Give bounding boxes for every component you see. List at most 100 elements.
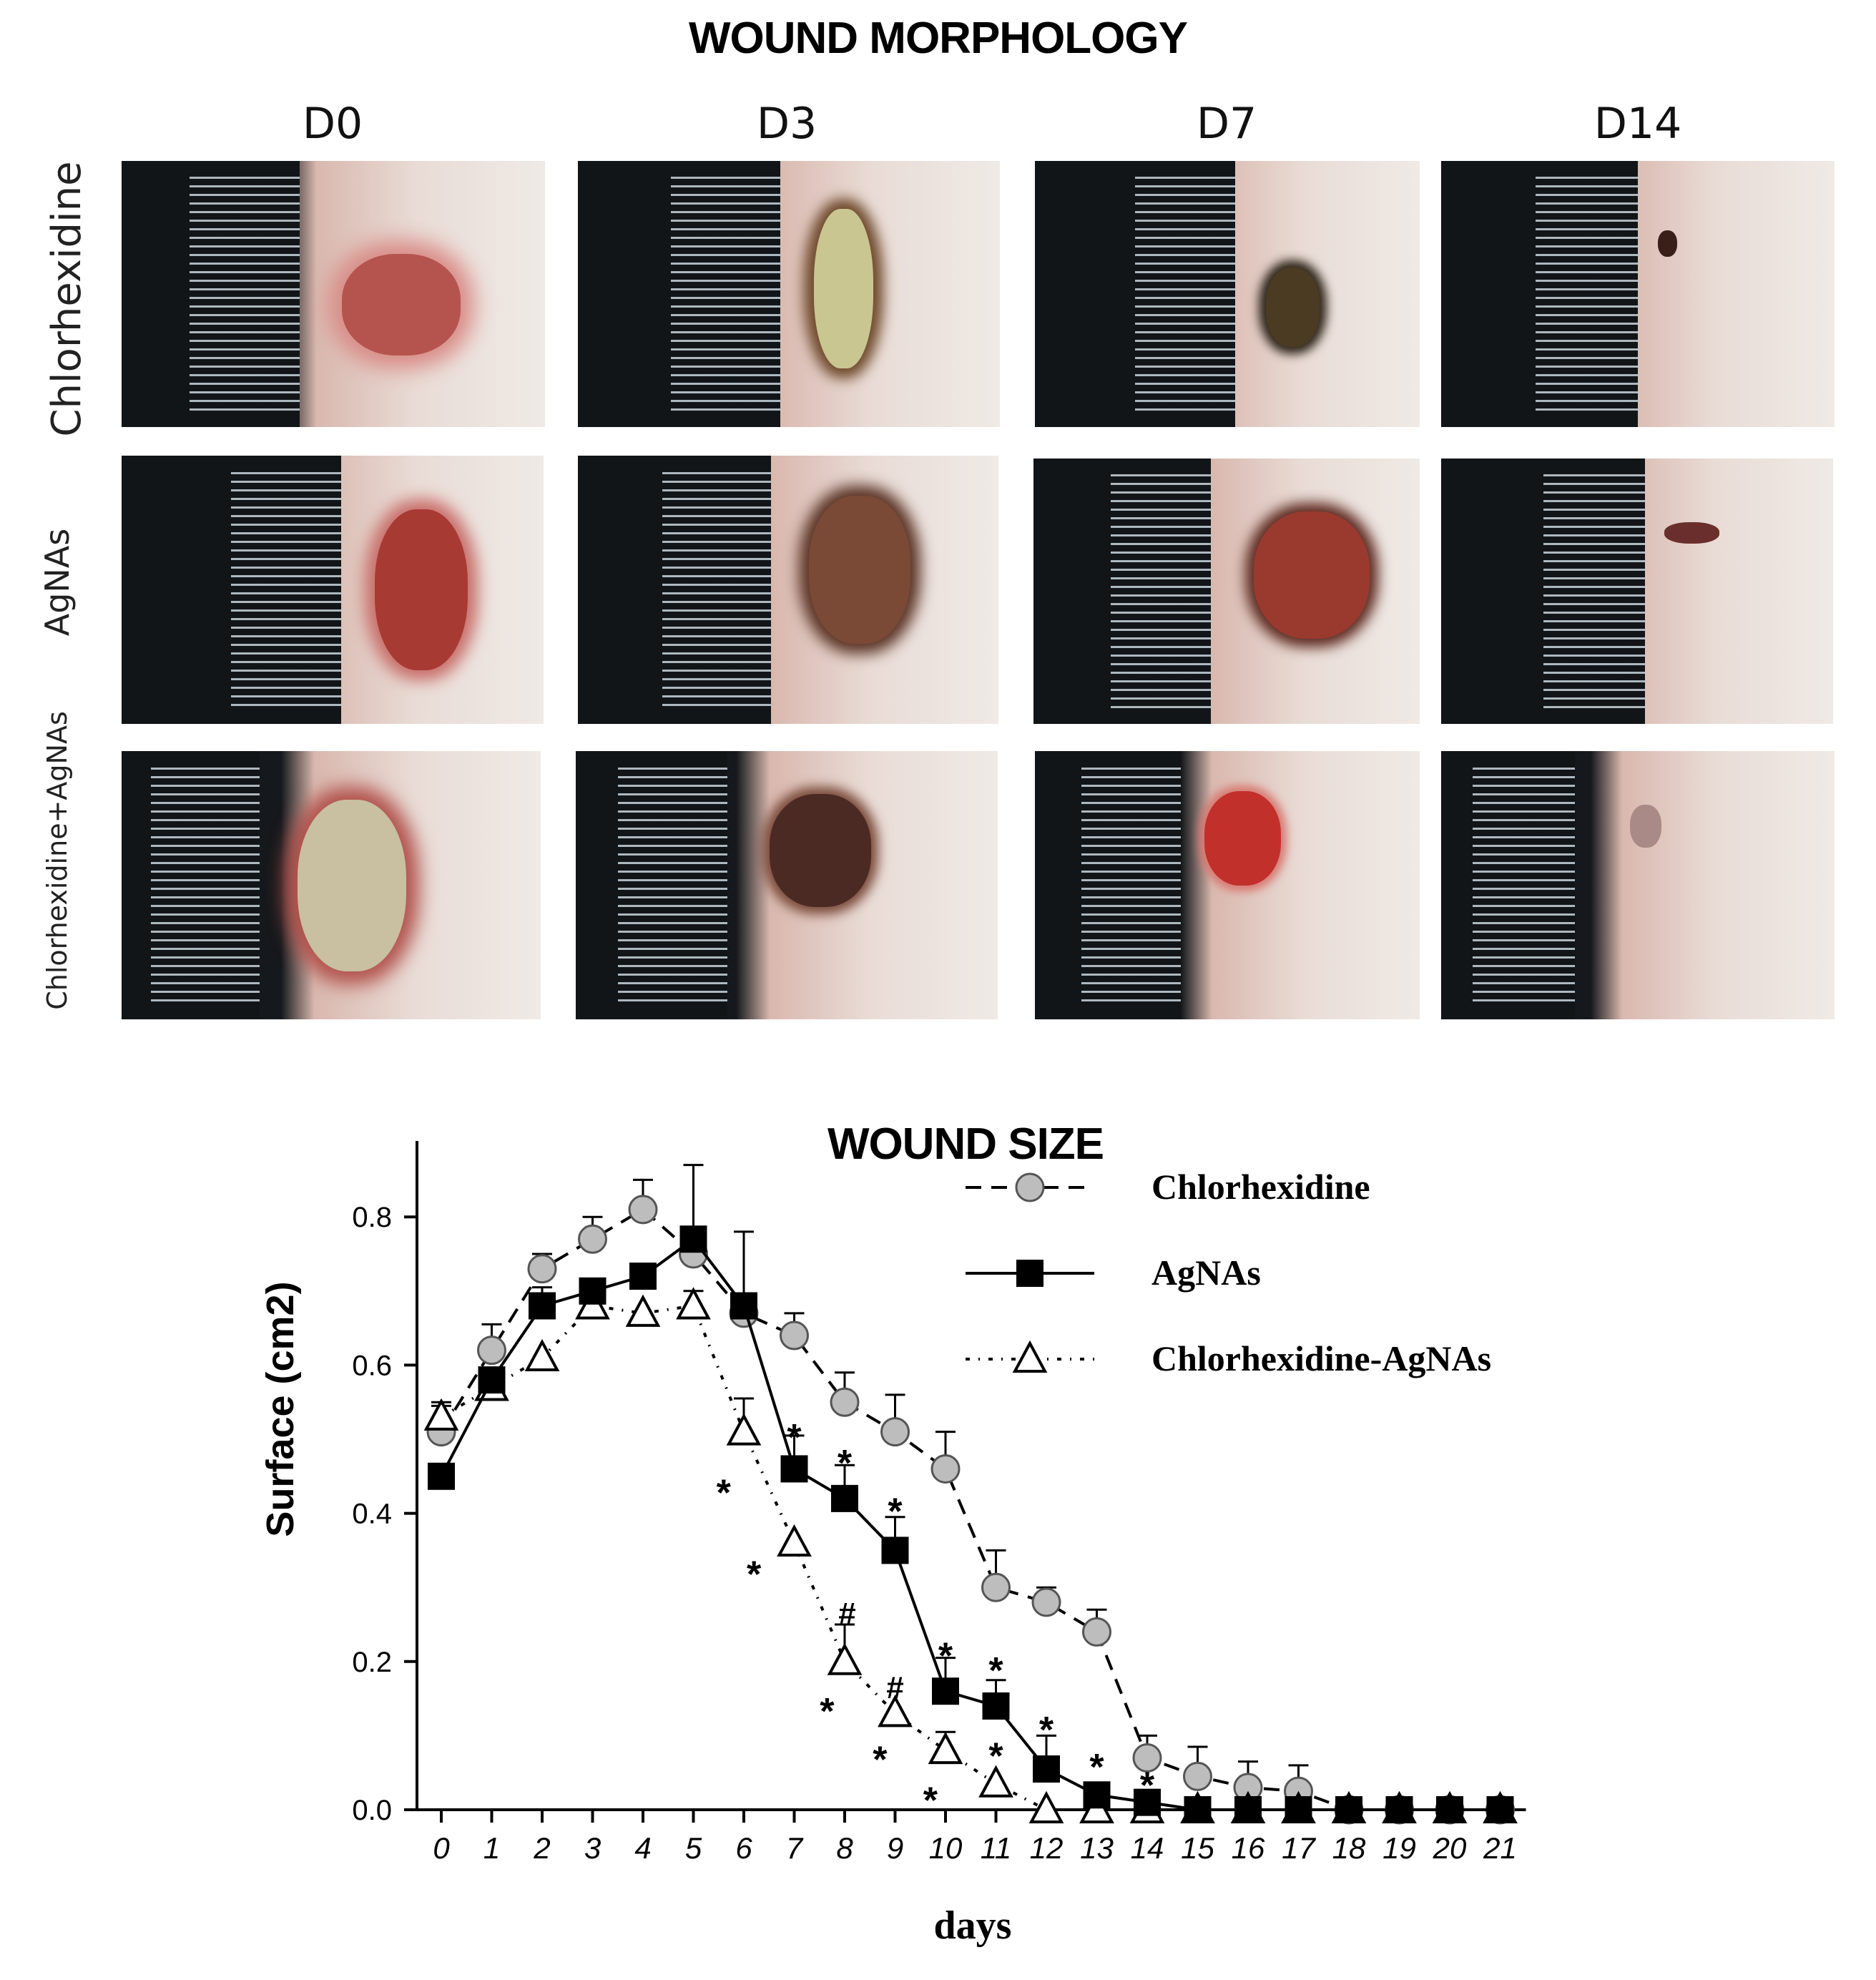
y-tick-label: 0.0 [352, 1795, 392, 1826]
x-tick-label: 4 [634, 1831, 651, 1865]
x-tick-label: 13 [1080, 1831, 1114, 1865]
data-point [1234, 1796, 1262, 1823]
y-tick-label: 0.2 [352, 1647, 392, 1678]
data-point [524, 1338, 560, 1372]
data-point [928, 1731, 963, 1765]
legend-item: Chlorhexidine-AgNAs [966, 1338, 1491, 1378]
annotation-mark: # [886, 1670, 903, 1705]
x-tick-label: 0 [433, 1831, 450, 1865]
x-tick-label: 5 [685, 1831, 702, 1865]
x-tick-label: 2 [533, 1831, 550, 1865]
axes: 0.00.20.40.60.80 1 2 3 4 5 6 7 8 9 10 11 12 13 14 15 16 1… [352, 1141, 1526, 1865]
data-point [880, 1417, 910, 1447]
x-tick-label: 12 [1030, 1831, 1064, 1865]
x-tick-label: 21 [1483, 1831, 1517, 1865]
row-label-chlorhexidine-agnas: Chlorhexidine+AgNAs [41, 711, 73, 1010]
data-point [628, 1195, 658, 1225]
data-point [1486, 1796, 1514, 1823]
annotation-mark: * [988, 1735, 1003, 1777]
annotation-mark: * [873, 1739, 888, 1780]
y-tick-label: 0.4 [352, 1499, 392, 1530]
data-point [579, 1277, 606, 1305]
data-point [679, 1225, 707, 1253]
data-point [1033, 1755, 1060, 1783]
x-axis-label: days [934, 1903, 1012, 1948]
data-point [780, 1320, 809, 1351]
data-point [625, 1294, 661, 1327]
annotation-mark: * [923, 1780, 938, 1821]
row-label-chlorhexidine: Chlorhexidine [44, 161, 90, 437]
data-point [629, 1263, 657, 1290]
data-point [878, 1695, 913, 1727]
legend-label: AgNAs [1151, 1253, 1261, 1293]
x-tick-label: 9 [887, 1831, 903, 1865]
morphology-title: WOUND MORPHOLOGY [689, 14, 1188, 63]
data-point [978, 1765, 1013, 1798]
legend-marker [1015, 1172, 1045, 1202]
y-axis-label: Surface (cm2) [259, 1281, 302, 1537]
x-tick-label: 7 [786, 1831, 804, 1865]
x-tick-label: 10 [929, 1831, 963, 1865]
data-point [477, 1335, 506, 1366]
photo-agnas-d3 [578, 456, 998, 724]
x-tick-label: 17 [1282, 1831, 1316, 1865]
data-point [428, 1462, 455, 1490]
annotation-mark: * [888, 1491, 903, 1532]
data-point [830, 1387, 860, 1417]
data-point [1134, 1788, 1161, 1816]
legend-marker [1016, 1260, 1043, 1287]
series-chlorhexidine [426, 1178, 1515, 1825]
annotation-mark: * [838, 1443, 853, 1484]
legend-item: AgNAs [966, 1253, 1261, 1293]
data-point [881, 1537, 909, 1564]
data-point [578, 1224, 607, 1254]
annotation-mark: * [1034, 1762, 1049, 1803]
data-point [1436, 1796, 1463, 1823]
photo-agnas-d14 [1441, 459, 1833, 724]
photo-chlorhexidine-d14 [1441, 161, 1835, 427]
data-point [529, 1292, 556, 1320]
x-tick-label: 1 [483, 1831, 500, 1865]
data-point [1285, 1796, 1312, 1823]
x-tick-label: 20 [1433, 1831, 1467, 1865]
data-point [1132, 1743, 1162, 1773]
x-tick-label: 6 [735, 1831, 752, 1865]
wound-size-chart: WOUND SIZE 0.00.20.40.60.80 1 2 3 4 5 6 7 8 9 10 11… [259, 1119, 1526, 1948]
photo-combo-d0 [122, 751, 541, 1019]
annotation-mark: * [717, 1473, 732, 1514]
annotation-mark: * [747, 1554, 762, 1595]
legend-item: Chlorhexidine [966, 1167, 1370, 1207]
data-point [1083, 1781, 1111, 1809]
x-tick-label: 18 [1332, 1831, 1366, 1865]
data-point [1385, 1796, 1413, 1823]
photo-chlorhexidine-d7 [1035, 161, 1420, 427]
annotation-mark: * [787, 1417, 802, 1459]
photo-combo-d3 [576, 751, 998, 1019]
data-point [1184, 1796, 1212, 1823]
significance-annotations: * * * * * * * * * * # * # * * * * [717, 1417, 1155, 1822]
legend-marker [1012, 1340, 1048, 1373]
x-tick-label: 8 [836, 1831, 853, 1865]
annotation-mark: * [1089, 1747, 1104, 1788]
data-point [780, 1455, 808, 1483]
legend-label: Chlorhexidine-AgNAs [1151, 1338, 1491, 1378]
photo-combo-d7 [1035, 751, 1420, 1019]
data-point [1031, 1587, 1061, 1617]
x-tick-label: 15 [1181, 1831, 1214, 1865]
data-point [1183, 1761, 1212, 1791]
data-point [1028, 1790, 1064, 1823]
column-label-d3: D3 [756, 99, 817, 149]
photo-combo-d14 [1441, 751, 1835, 1019]
annotation-mark: * [1039, 1710, 1054, 1751]
data-point [730, 1292, 757, 1320]
data-point [831, 1484, 858, 1512]
series-agnas [428, 1164, 1514, 1823]
series-line [440, 1207, 1501, 1811]
x-tick-label: 16 [1232, 1831, 1265, 1865]
data-point [527, 1254, 557, 1284]
data-point [478, 1366, 506, 1394]
x-tick-label: 19 [1383, 1831, 1416, 1865]
data-point [423, 1398, 459, 1431]
series-line [440, 1304, 1501, 1811]
series-line [440, 1237, 1501, 1811]
